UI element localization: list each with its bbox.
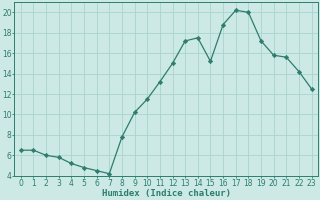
X-axis label: Humidex (Indice chaleur): Humidex (Indice chaleur) <box>102 189 231 198</box>
